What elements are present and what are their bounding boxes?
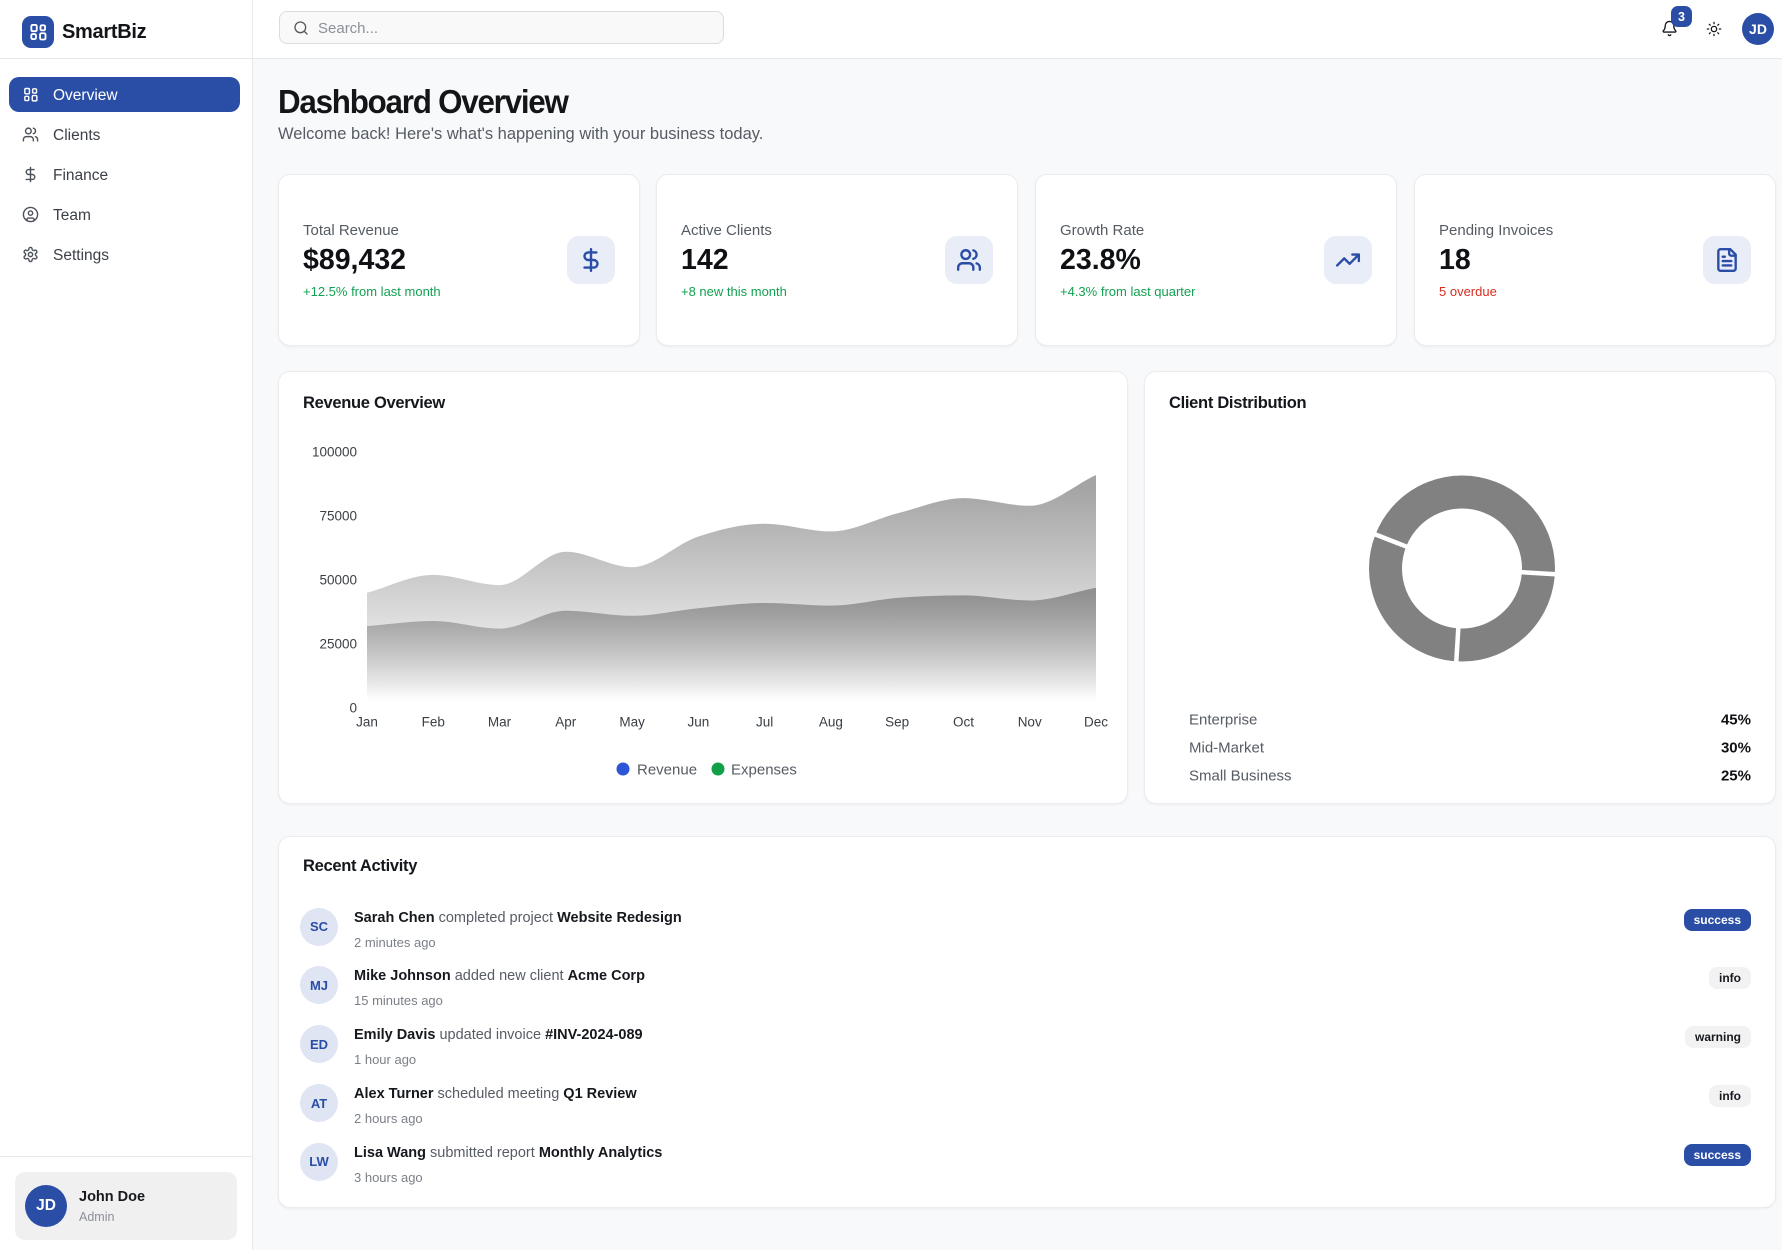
- svg-text:Sep: Sep: [885, 715, 909, 730]
- svg-text:Enterprise: Enterprise: [1189, 712, 1257, 729]
- svg-text:0: 0: [349, 701, 357, 716]
- svg-text:100000: 100000: [312, 445, 357, 460]
- svg-text:Aug: Aug: [819, 715, 843, 730]
- svg-text:Small Business: Small Business: [1189, 768, 1292, 785]
- svg-text:Jul: Jul: [756, 715, 773, 730]
- svg-text:Mid-Market: Mid-Market: [1189, 740, 1265, 757]
- svg-text:Nov: Nov: [1018, 715, 1042, 730]
- svg-text:30%: 30%: [1721, 740, 1751, 757]
- svg-text:May: May: [619, 715, 645, 730]
- svg-text:Feb: Feb: [422, 715, 445, 730]
- svg-text:Oct: Oct: [953, 715, 974, 730]
- svg-text:Dec: Dec: [1084, 715, 1108, 730]
- svg-text:25%: 25%: [1721, 768, 1751, 785]
- svg-text:Expenses: Expenses: [731, 762, 797, 779]
- svg-text:Revenue: Revenue: [637, 762, 697, 779]
- svg-text:75000: 75000: [319, 509, 357, 524]
- svg-text:25000: 25000: [319, 637, 357, 652]
- svg-text:Jan: Jan: [356, 715, 378, 730]
- svg-text:Mar: Mar: [488, 715, 512, 730]
- svg-text:50000: 50000: [319, 573, 357, 588]
- svg-text:Apr: Apr: [555, 715, 577, 730]
- svg-text:45%: 45%: [1721, 712, 1751, 729]
- svg-text:Jun: Jun: [688, 715, 710, 730]
